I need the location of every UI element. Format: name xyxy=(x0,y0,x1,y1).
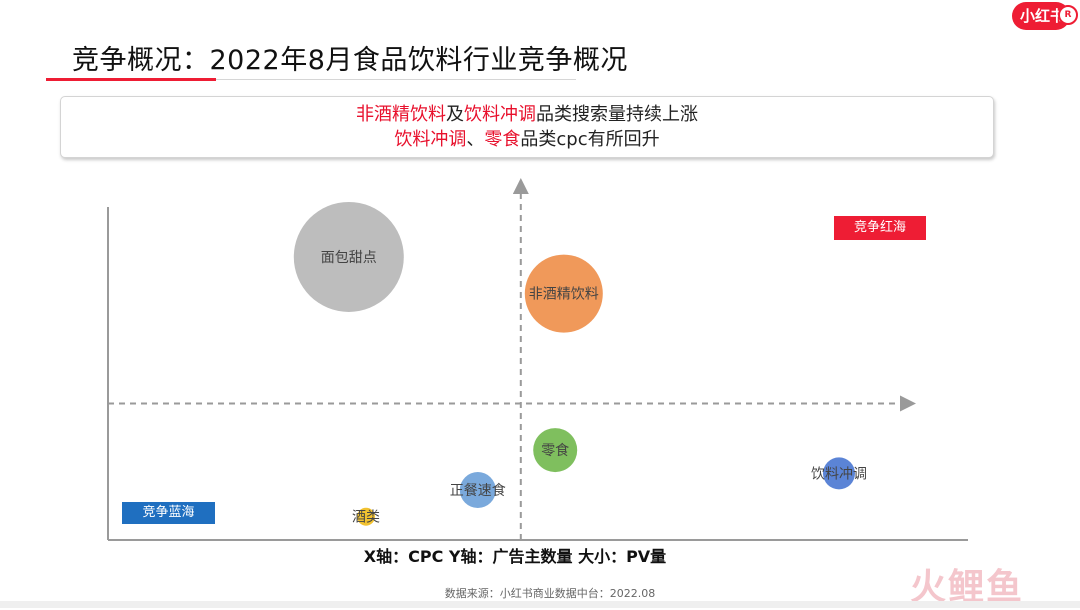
bubble-point xyxy=(823,457,855,490)
callout-text: 及 xyxy=(446,104,464,125)
bubble-label: 正餐速食 xyxy=(450,482,506,499)
bottom-bar xyxy=(0,601,1080,608)
page-title: 竞争概况：2022年8月食品饮料行业竞争概况 xyxy=(72,45,628,76)
bubble-label: 面包甜点 xyxy=(321,250,377,266)
bubble-label: 酒类 xyxy=(352,510,380,526)
bubble-label: 零食 xyxy=(541,442,569,459)
blue-ocean-tag: 竞争蓝海 xyxy=(122,502,215,524)
bubble-point xyxy=(357,507,375,526)
callout-highlight: 零食 xyxy=(484,129,521,150)
bubble-point xyxy=(293,201,404,312)
bubble-label: 饮料冲调 xyxy=(811,466,867,482)
callout-text: 品类搜索量持续上涨 xyxy=(536,104,698,125)
callout-highlight: 饮料冲调 xyxy=(394,129,467,150)
title-underline-accent xyxy=(46,78,216,81)
callout-highlight: 非酒精饮料 xyxy=(356,104,446,125)
red-ocean-tag: 竞争红海 xyxy=(834,216,926,240)
bubble-point xyxy=(533,428,578,473)
bubble-point xyxy=(524,254,603,333)
logo-text: 小红书 xyxy=(1020,7,1066,25)
bubble-label: 非酒精饮料 xyxy=(529,287,599,303)
axis-legend-note: X轴：CPC Y轴：广告主数量 大小：PV量 xyxy=(363,547,667,566)
callout-text: 品类cpc有所回升 xyxy=(520,129,660,150)
callout-highlight: 饮料冲调 xyxy=(464,104,536,125)
title-underline xyxy=(216,79,576,80)
data-source: 数据来源：小红书商业数据中台：2022.08 xyxy=(444,587,656,600)
callout-line-1: 非酒精饮料及饮料冲调品类搜索量持续上涨 xyxy=(61,102,993,127)
registered-badge-icon: R xyxy=(1058,5,1078,25)
summary-callout: 非酒精饮料及饮料冲调品类搜索量持续上涨 饮料冲调、零食品类cpc有所回升 xyxy=(60,96,994,158)
callout-text: 、 xyxy=(466,129,485,150)
xiaohongshu-logo: 小红书 R xyxy=(1012,2,1078,30)
bubble-point xyxy=(459,472,496,509)
callout-line-2: 饮料冲调、零食品类cpc有所回升 xyxy=(61,127,993,152)
